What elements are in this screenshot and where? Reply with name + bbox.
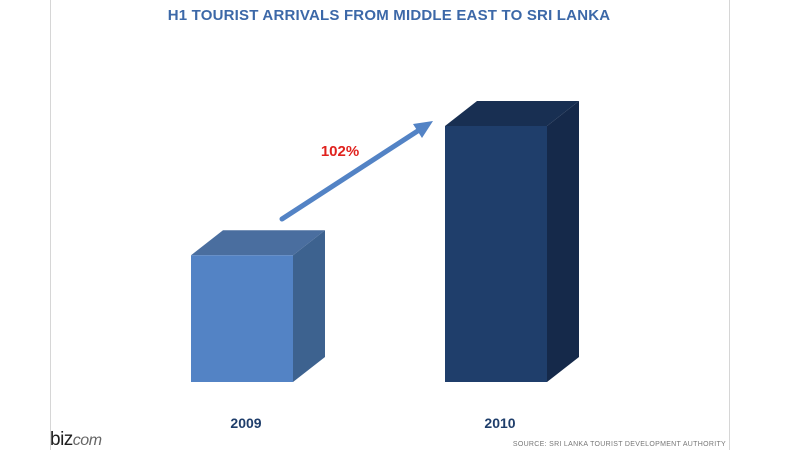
bar-2010	[445, 101, 579, 382]
bar-side-2010	[547, 101, 579, 382]
bar-top-2009	[191, 230, 325, 256]
growth-annotation: 102%	[321, 143, 359, 160]
bar-front-2010	[445, 126, 547, 382]
x-tick-label-2010: 2010	[484, 415, 515, 431]
bar-2009	[191, 230, 325, 382]
bar-side-2009	[293, 230, 325, 382]
chart-frame	[50, 0, 730, 450]
growth-arrow-head	[413, 121, 433, 138]
logo-sub: com	[72, 432, 102, 449]
bar-front-2009	[191, 255, 293, 382]
chart-title: H1 TOURIST ARRIVALS FROM MIDDLE EAST TO …	[167, 7, 611, 24]
brand-logo: bizcom	[50, 430, 140, 450]
growth-arrow-line	[279, 125, 426, 222]
bar-top-2010	[445, 101, 579, 126]
logo-main: biz	[50, 429, 73, 450]
x-tick-label-2009: 2009	[230, 415, 261, 431]
source-note: SOURCE: SRI LANKA TOURIST DEVELOPMENT AU…	[512, 441, 726, 448]
